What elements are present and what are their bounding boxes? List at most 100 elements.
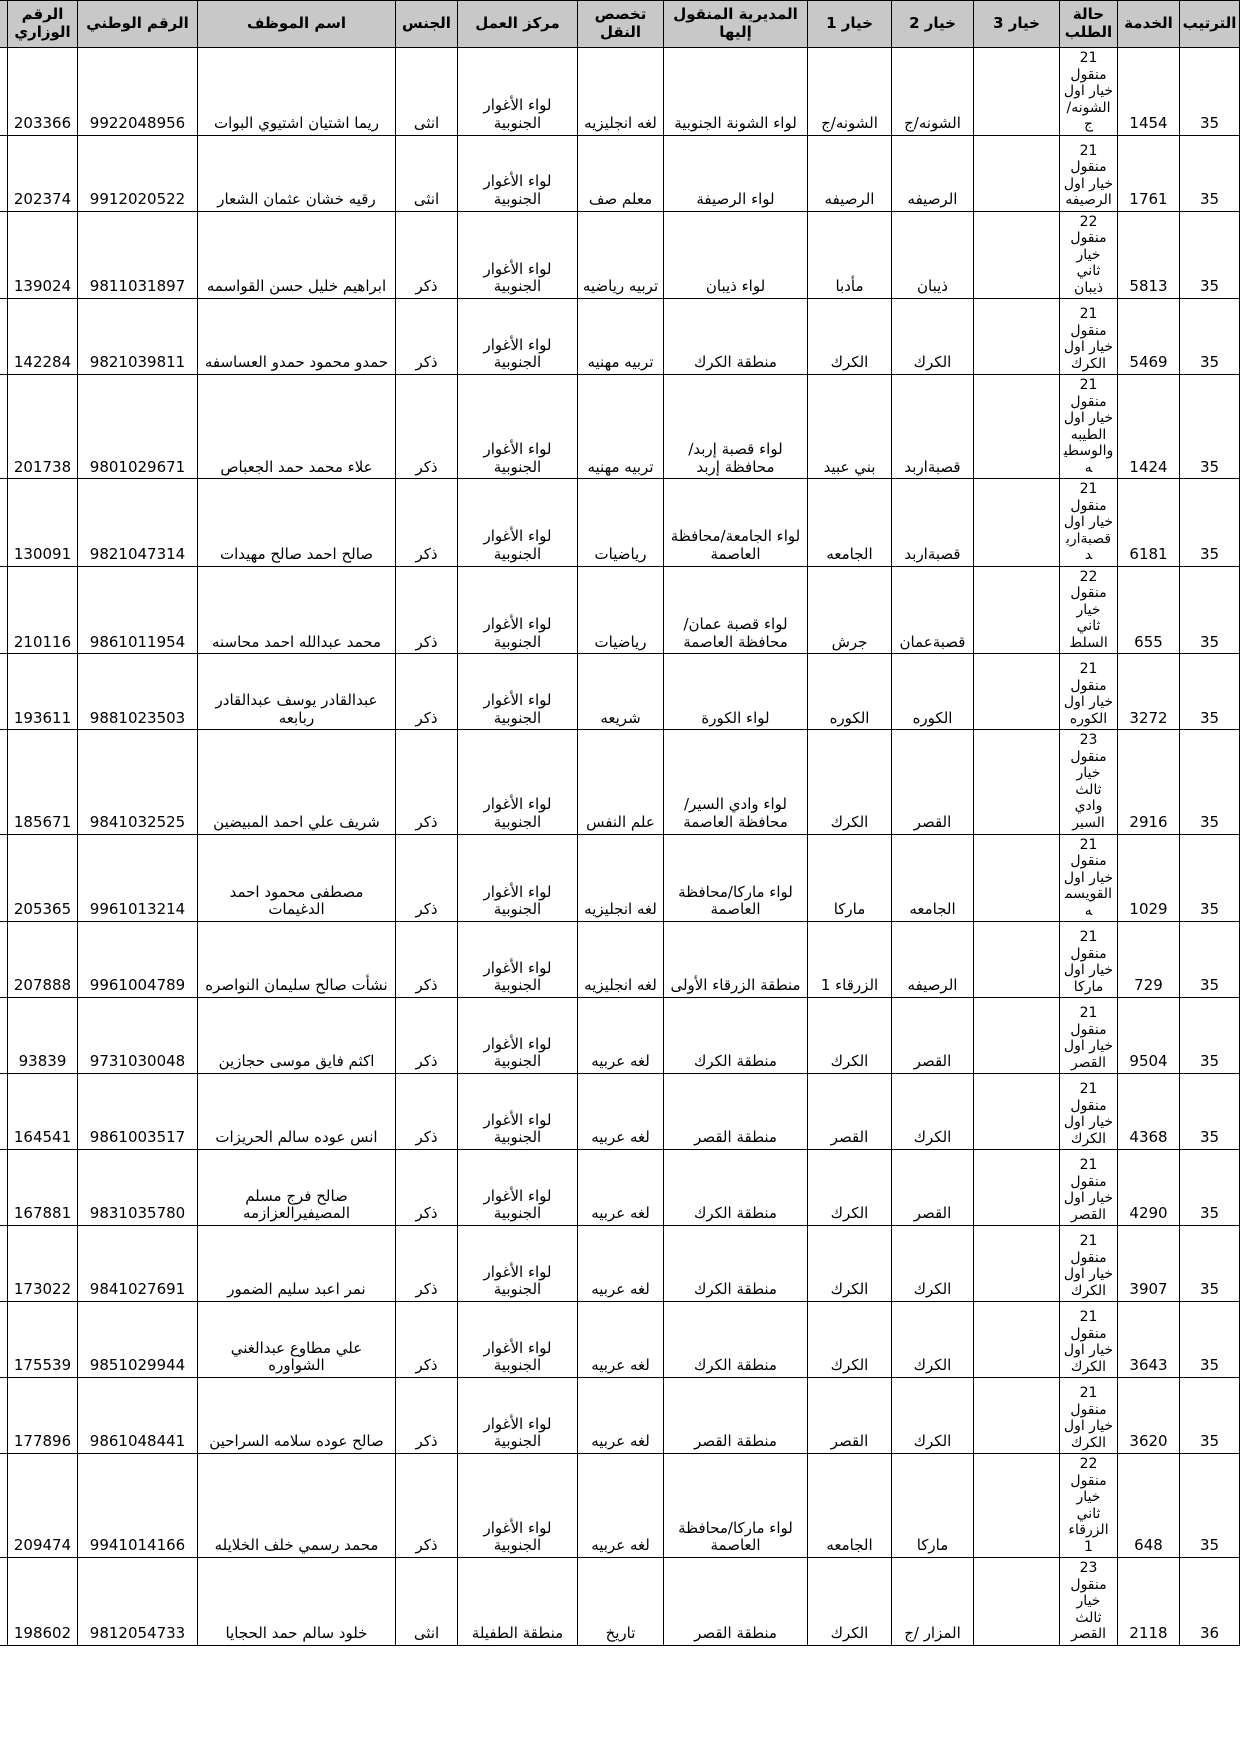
cell-khidma[interactable]: 9504: [1117, 997, 1180, 1075]
column-header-jins[interactable]: الجنس: [395, 0, 458, 48]
table-row[interactable]: 35 3272 21 منقول خيار اول الكوره الكوره الكوره…: [0, 653, 1240, 731]
cell-wizari[interactable]: 201738: [7, 374, 78, 480]
cell-tarteeb[interactable]: 35: [1179, 729, 1240, 835]
cell-khiyar2[interactable]: الكوره: [891, 653, 974, 731]
cell-khiyar3[interactable]: [973, 1301, 1060, 1379]
cell-halat-altalab[interactable]: 21 منقول خيار اول ماركا: [1059, 921, 1118, 999]
cell-khiyar1[interactable]: الكرك: [807, 1301, 892, 1379]
cell-wizari[interactable]: 198602: [7, 1557, 78, 1646]
cell-mudiriyya[interactable]: منطقة القصر: [663, 1073, 808, 1151]
cell-tarteeb[interactable]: 35: [1179, 478, 1240, 567]
cell-watani[interactable]: 9861011954: [77, 565, 198, 655]
cell-ism[interactable]: صالح عوده سلامه السراحين: [197, 1377, 396, 1455]
cell-khiyar1[interactable]: الزرقاء 1: [807, 921, 892, 999]
cell-watani[interactable]: 9861048441: [77, 1377, 198, 1455]
cell-tarteeb[interactable]: 35: [1179, 921, 1240, 999]
cell-ism[interactable]: عبدالقادر يوسف عبدالقادر ربابعه: [197, 653, 396, 731]
cell-watani[interactable]: 9851029944: [77, 1301, 198, 1379]
cell-khiyar2[interactable]: الكرك: [891, 1225, 974, 1303]
cell-khiyar1[interactable]: بني عبيد: [807, 374, 892, 480]
cell-markaz[interactable]: لواء الأغوار الجنوبية: [457, 1149, 578, 1227]
cell-raqm[interactable]: 1287: [0, 1149, 8, 1227]
cell-takhassus[interactable]: تربيه رياضيه: [577, 210, 664, 300]
cell-khidma[interactable]: 729: [1117, 921, 1180, 999]
cell-tarteeb[interactable]: 35: [1179, 1301, 1240, 1379]
cell-tarteeb[interactable]: 35: [1179, 1453, 1240, 1559]
cell-khiyar2[interactable]: ماركا: [891, 1453, 974, 1559]
cell-raqm[interactable]: 1281: [0, 653, 8, 731]
cell-watani[interactable]: 9801029671: [77, 374, 198, 480]
cell-khiyar3[interactable]: [973, 134, 1060, 212]
cell-khidma[interactable]: 2118: [1117, 1557, 1180, 1646]
cell-khidma[interactable]: 3907: [1117, 1225, 1180, 1303]
cell-mudiriyya[interactable]: منطقة الكرك: [663, 298, 808, 376]
cell-tarteeb[interactable]: 35: [1179, 997, 1240, 1075]
cell-ism[interactable]: رقيه خشان عثمان الشعار: [197, 134, 396, 212]
cell-mudiriyya[interactable]: لواء ماركا/محافظة العاصمة: [663, 1453, 808, 1559]
cell-takhassus[interactable]: لغه عربيه: [577, 1073, 664, 1151]
cell-khidma[interactable]: 5469: [1117, 298, 1180, 376]
cell-watani[interactable]: 9841032525: [77, 729, 198, 835]
cell-mudiriyya[interactable]: لواء الكورة: [663, 653, 808, 731]
column-header-khiyar2[interactable]: خيار 2: [891, 0, 974, 48]
cell-khiyar1[interactable]: الكرك: [807, 1557, 892, 1646]
cell-jins[interactable]: ذكر: [395, 997, 458, 1075]
cell-raqm[interactable]: 1276: [0, 210, 8, 300]
cell-tarteeb[interactable]: 35: [1179, 833, 1240, 923]
cell-raqm[interactable]: 1284: [0, 921, 8, 999]
cell-khidma[interactable]: 4290: [1117, 1149, 1180, 1227]
cell-mudiriyya[interactable]: منطقة الكرك: [663, 1149, 808, 1227]
cell-markaz[interactable]: لواء الأغوار الجنوبية: [457, 1225, 578, 1303]
cell-tarteeb[interactable]: 35: [1179, 653, 1240, 731]
cell-khidma[interactable]: 4368: [1117, 1073, 1180, 1151]
column-header-khiyar3[interactable]: خيار 3: [973, 0, 1060, 48]
cell-mudiriyya[interactable]: لواء الجامعة/محافظة العاصمة: [663, 478, 808, 567]
cell-khiyar1[interactable]: الجامعه: [807, 1453, 892, 1559]
cell-watani[interactable]: 9912020522: [77, 134, 198, 212]
cell-khidma[interactable]: 3620: [1117, 1377, 1180, 1455]
cell-mudiriyya[interactable]: منطقة الكرك: [663, 1301, 808, 1379]
cell-khiyar3[interactable]: [973, 298, 1060, 376]
cell-wizari[interactable]: 139024: [7, 210, 78, 300]
cell-mudiriyya[interactable]: لواء ماركا/محافظة العاصمة: [663, 833, 808, 923]
cell-takhassus[interactable]: لغه عربيه: [577, 1453, 664, 1559]
cell-halat-altalab[interactable]: 21 منقول خيار اول الكرك: [1059, 1377, 1118, 1455]
cell-khidma[interactable]: 2916: [1117, 729, 1180, 835]
cell-halat-altalab[interactable]: 21 منقول خيار اول الطيبه والوسطيه: [1059, 374, 1118, 480]
cell-khiyar2[interactable]: الكرك: [891, 1301, 974, 1379]
cell-khiyar2[interactable]: الكرك: [891, 1377, 974, 1455]
cell-khiyar2[interactable]: قصبةعمان: [891, 565, 974, 655]
cell-khiyar3[interactable]: [973, 1557, 1060, 1646]
column-header-takhassus[interactable]: تخصص النقل: [577, 0, 664, 48]
cell-khiyar2[interactable]: الجامعه: [891, 833, 974, 923]
cell-watani[interactable]: 9961013214: [77, 833, 198, 923]
cell-mudiriyya[interactable]: منطقة الكرك: [663, 997, 808, 1075]
cell-wizari[interactable]: 177896: [7, 1377, 78, 1455]
cell-watani[interactable]: 9821047314: [77, 478, 198, 567]
cell-jins[interactable]: ذكر: [395, 565, 458, 655]
cell-takhassus[interactable]: لغه انجليزيه: [577, 47, 664, 136]
cell-jins[interactable]: ذكر: [395, 1301, 458, 1379]
cell-khiyar1[interactable]: الكرك: [807, 729, 892, 835]
cell-ism[interactable]: صالح احمد صالح مهيدات: [197, 478, 396, 567]
cell-watani[interactable]: 9812054733: [77, 1557, 198, 1646]
cell-takhassus[interactable]: لغه عربيه: [577, 1149, 664, 1227]
cell-markaz[interactable]: لواء الأغوار الجنوبية: [457, 1453, 578, 1559]
cell-khiyar1[interactable]: الشونه/ج: [807, 47, 892, 136]
cell-khiyar2[interactable]: المزار /ج: [891, 1557, 974, 1646]
cell-raqm[interactable]: 1279: [0, 478, 8, 567]
cell-takhassus[interactable]: لغه عربيه: [577, 1301, 664, 1379]
cell-mudiriyya[interactable]: منطقة الكرك: [663, 1225, 808, 1303]
cell-halat-altalab[interactable]: 21 منقول خيار اول الكرك: [1059, 298, 1118, 376]
cell-markaz[interactable]: لواء الأغوار الجنوبية: [457, 298, 578, 376]
cell-khiyar2[interactable]: القصر: [891, 997, 974, 1075]
cell-takhassus[interactable]: تربيه مهنيه: [577, 298, 664, 376]
cell-watani[interactable]: 9831035780: [77, 1149, 198, 1227]
cell-jins[interactable]: ذكر: [395, 653, 458, 731]
cell-mudiriyya[interactable]: لواء ذيبان: [663, 210, 808, 300]
cell-tarteeb[interactable]: 35: [1179, 374, 1240, 480]
cell-khiyar3[interactable]: [973, 729, 1060, 835]
cell-khiyar3[interactable]: [973, 833, 1060, 923]
cell-tarteeb[interactable]: 35: [1179, 1073, 1240, 1151]
table-row[interactable]: 35 4368 21 منقول خيار اول الكرك الكرك القصر منط…: [0, 1073, 1240, 1151]
